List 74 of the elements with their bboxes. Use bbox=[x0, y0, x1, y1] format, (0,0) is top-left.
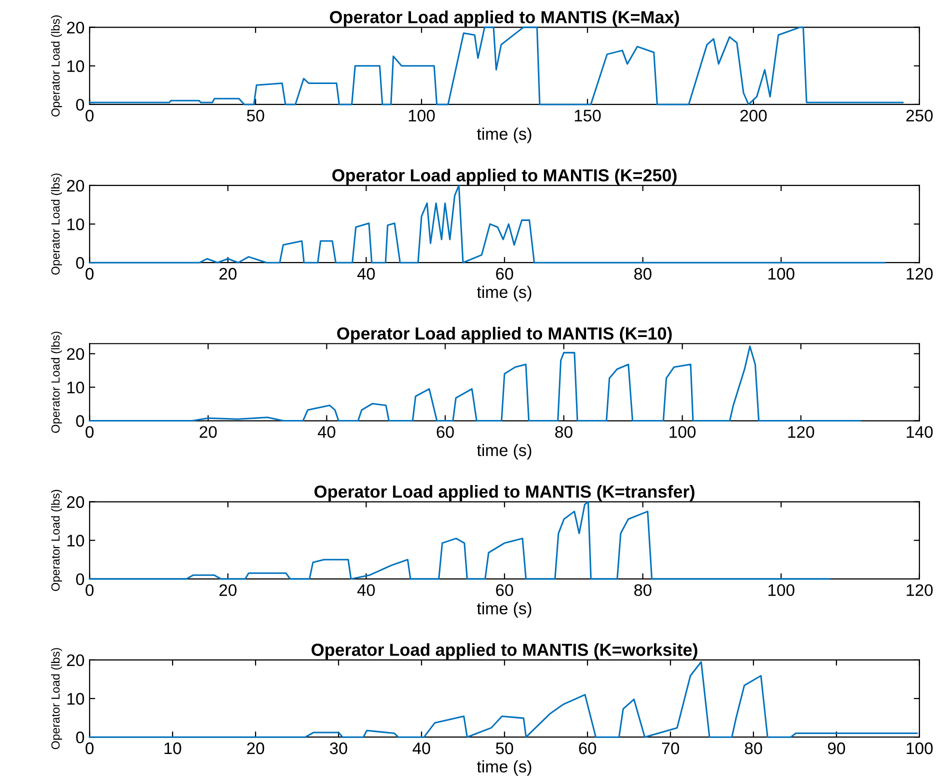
x-tick-label: 20 bbox=[247, 742, 264, 754]
x-tick-label: 140 bbox=[906, 426, 933, 438]
y-tick-label: 20 bbox=[67, 654, 84, 666]
y-tick-label: 10 bbox=[67, 534, 84, 547]
x-tick-label: 250 bbox=[906, 110, 933, 122]
x-tick-label: 20 bbox=[219, 584, 237, 596]
x-tick-label: 120 bbox=[788, 426, 814, 438]
x-tick-label: 0 bbox=[86, 110, 94, 122]
x-tick-label: 200 bbox=[740, 110, 767, 122]
x-tick-label: 60 bbox=[436, 426, 454, 438]
x-tick-label: 60 bbox=[579, 742, 596, 754]
x-tick-label: 40 bbox=[357, 268, 375, 280]
y-tick-label: 20 bbox=[67, 180, 84, 192]
x-tick-label: 80 bbox=[555, 426, 572, 438]
y-tick-label: 10 bbox=[67, 692, 84, 705]
x-tick-label: 90 bbox=[828, 742, 846, 754]
x-tick-label: 150 bbox=[574, 110, 601, 122]
x-axis-title: time (s) bbox=[476, 128, 532, 144]
y-axis-title: Operator Load (lbs) bbox=[51, 648, 62, 750]
x-axis-title: time (s) bbox=[476, 444, 532, 460]
x-tick-label: 30 bbox=[330, 742, 348, 754]
x-tick-label: 10 bbox=[164, 742, 182, 754]
chart-title: Operator Load applied to MANTIS (K=transfer) bbox=[314, 485, 694, 502]
x-tick-label: 20 bbox=[200, 426, 217, 438]
y-axis-title: Operator Load (lbs) bbox=[51, 332, 62, 433]
x-tick-label: 0 bbox=[86, 268, 94, 280]
x-tick-label: 70 bbox=[662, 742, 680, 754]
x-tick-label: 40 bbox=[318, 426, 336, 438]
x-tick-label: 60 bbox=[496, 268, 514, 280]
x-tick-label: 40 bbox=[357, 584, 375, 596]
chart-title: Operator Load applied to MANTIS (K=Max) bbox=[330, 10, 679, 27]
line-series bbox=[88, 501, 830, 580]
y-tick-label: 10 bbox=[67, 60, 84, 72]
y-tick-label: 0 bbox=[76, 257, 84, 269]
y-axis-title: Operator Load (lbs) bbox=[51, 15, 62, 116]
y-tick-label: 0 bbox=[76, 732, 84, 744]
x-tick-label: 100 bbox=[906, 742, 933, 754]
x-tick-label: 100 bbox=[408, 110, 435, 122]
x-tick-label: 100 bbox=[768, 584, 794, 596]
x-axis-title: time (s) bbox=[476, 760, 532, 776]
x-tick-label: 0 bbox=[86, 426, 94, 438]
line-series bbox=[88, 346, 861, 422]
x-tick-label: 80 bbox=[634, 268, 652, 280]
x-tick-label: 20 bbox=[219, 268, 237, 280]
chart-title: Operator Load applied to MANTIS (K=250) bbox=[332, 168, 677, 185]
x-tick-label: 80 bbox=[634, 584, 652, 596]
y-tick-label: 20 bbox=[67, 22, 84, 34]
y-tick-label: 0 bbox=[76, 98, 84, 111]
y-axis-title: Operator Load (lbs) bbox=[51, 174, 62, 275]
x-tick-label: 80 bbox=[744, 742, 762, 754]
x-tick-label: 60 bbox=[496, 584, 514, 596]
line-series bbox=[88, 184, 886, 264]
x-axis-title: time (s) bbox=[476, 286, 532, 302]
x-tick-label: 0 bbox=[86, 584, 94, 596]
x-tick-label: 120 bbox=[906, 268, 933, 280]
x-tick-label: 50 bbox=[246, 110, 264, 122]
y-axis-title: Operator Load (lbs) bbox=[51, 490, 62, 591]
chart-title: Operator Load applied to MANTIS (K=10) bbox=[337, 326, 672, 344]
x-axis-title: time (s) bbox=[476, 602, 532, 618]
line-series bbox=[88, 661, 918, 738]
y-tick-label: 0 bbox=[76, 573, 84, 586]
line-series bbox=[88, 26, 904, 106]
x-tick-label: 0 bbox=[86, 742, 94, 754]
x-tick-label: 40 bbox=[412, 742, 430, 754]
y-tick-label: 10 bbox=[67, 382, 84, 394]
x-tick-label: 100 bbox=[670, 426, 696, 438]
y-tick-label: 20 bbox=[67, 348, 84, 360]
x-tick-label: 100 bbox=[768, 268, 794, 280]
y-tick-label: 20 bbox=[67, 496, 84, 508]
x-tick-label: 50 bbox=[496, 742, 514, 754]
y-tick-label: 10 bbox=[67, 218, 84, 230]
y-tick-label: 0 bbox=[76, 415, 84, 427]
chart-title: Operator Load applied to MANTIS (K=worksite) bbox=[312, 643, 698, 660]
x-tick-label: 120 bbox=[906, 584, 933, 596]
